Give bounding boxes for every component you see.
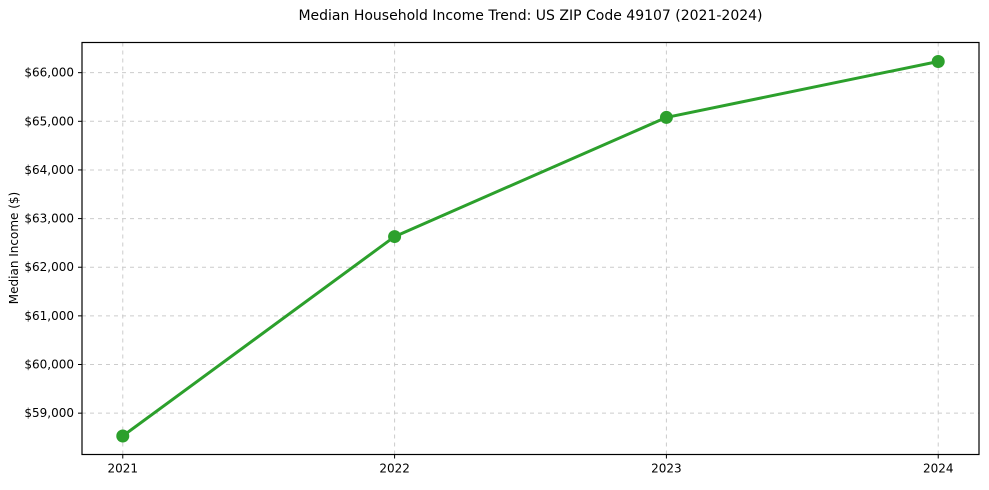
x-tick-label: 2022 [379,462,410,476]
data-point-2022 [388,230,402,244]
data-point-2021 [116,429,130,443]
y-tick-label: $60,000 [24,358,74,372]
y-tick-label: $63,000 [24,212,74,226]
chart-title: Median Household Income Trend: US ZIP Co… [298,8,763,24]
y-tick-label: $62,000 [24,260,74,274]
x-tick-label: 2023 [651,462,682,476]
y-tick-label: $64,000 [24,163,74,177]
plot-border [81,41,980,456]
y-tick-label: $61,000 [24,309,74,323]
trend-line [121,59,940,438]
y-tick-label: $65,000 [24,114,74,128]
data-point-2023 [659,110,673,124]
data-point-2024 [931,54,945,68]
y-tick-label: $66,000 [24,66,74,80]
x-tick-label: 2024 [923,462,954,476]
x-tick-label: 2021 [107,462,138,476]
y-tick-label: $59,000 [24,406,74,420]
